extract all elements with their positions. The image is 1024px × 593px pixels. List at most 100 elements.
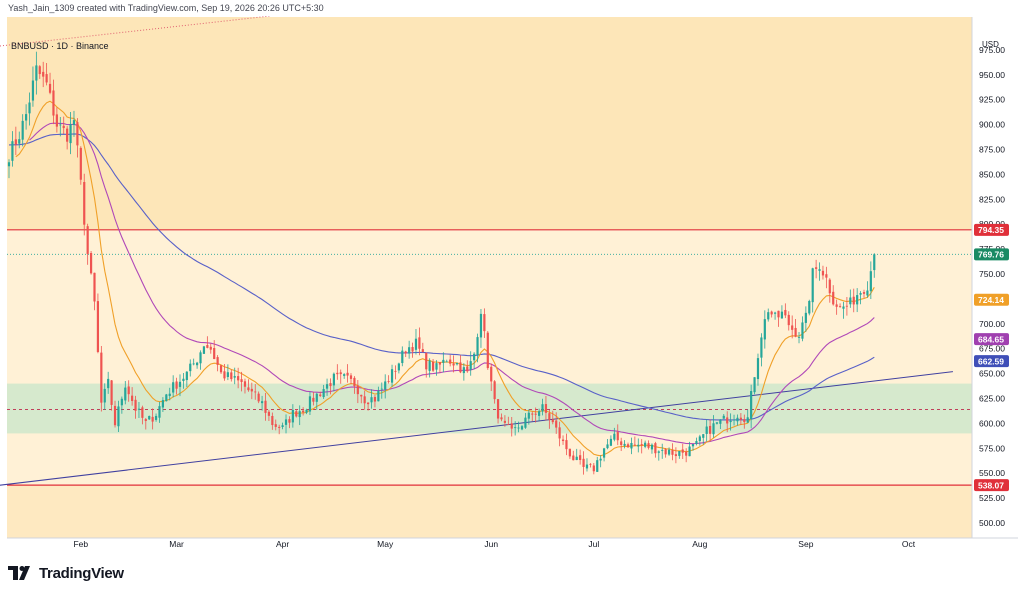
candle-body bbox=[346, 372, 349, 376]
candle bbox=[267, 409, 271, 421]
price-chart[interactable]: 500.00 525.00 550.00 575.00 600.00 625.00 650.… bbox=[0, 15, 1024, 552]
candle-body bbox=[726, 417, 729, 424]
candle bbox=[698, 434, 701, 446]
candle-body bbox=[202, 346, 206, 354]
candle bbox=[750, 384, 753, 429]
candle bbox=[544, 396, 548, 421]
candle bbox=[500, 413, 503, 422]
candle bbox=[507, 416, 510, 426]
candle-body bbox=[777, 310, 780, 318]
tradingview-wordmark: TradingView bbox=[39, 564, 124, 582]
candle bbox=[517, 421, 520, 433]
candle-body bbox=[418, 337, 421, 349]
candle bbox=[302, 407, 305, 416]
candle-body bbox=[192, 363, 195, 365]
candle-body bbox=[647, 443, 650, 448]
candle bbox=[743, 414, 746, 429]
candle-body bbox=[445, 361, 448, 363]
currency-label[interactable]: USD bbox=[982, 40, 999, 49]
candle bbox=[35, 51, 38, 95]
candle bbox=[151, 408, 154, 430]
candle bbox=[66, 126, 69, 150]
candle-body bbox=[59, 124, 62, 126]
candle bbox=[815, 259, 818, 279]
candle bbox=[483, 308, 486, 338]
candle bbox=[117, 400, 120, 433]
candle-body bbox=[89, 253, 93, 274]
candle bbox=[336, 364, 339, 380]
candle bbox=[353, 376, 356, 394]
candle bbox=[370, 389, 373, 409]
candle bbox=[319, 391, 322, 398]
candle-body bbox=[808, 300, 811, 314]
candle-body bbox=[247, 387, 250, 391]
candle bbox=[555, 412, 558, 434]
candle bbox=[866, 281, 869, 298]
candle bbox=[657, 450, 660, 461]
candle-body bbox=[271, 415, 274, 426]
chart-area[interactable]: 500.00 525.00 550.00 575.00 600.00 625.00 650.… bbox=[0, 15, 1024, 552]
candle-body bbox=[325, 384, 329, 389]
candle-body bbox=[250, 388, 253, 392]
candle-body bbox=[520, 426, 524, 430]
price-tag: 794.35 bbox=[974, 223, 1009, 236]
candle bbox=[442, 352, 445, 373]
candle bbox=[141, 405, 144, 425]
candle bbox=[89, 251, 93, 275]
candle-body bbox=[698, 436, 701, 442]
candle-body bbox=[291, 409, 294, 423]
candle bbox=[496, 398, 500, 424]
candle bbox=[110, 379, 113, 411]
candle-body bbox=[260, 401, 264, 404]
candle bbox=[490, 363, 493, 391]
candle-body bbox=[124, 387, 127, 401]
price-tag: 662.59 bbox=[974, 355, 1009, 368]
candle-body bbox=[243, 381, 247, 387]
x-tick-label: Mar bbox=[169, 539, 184, 549]
candle-body bbox=[496, 399, 500, 419]
candle-body bbox=[712, 423, 715, 435]
candle-body bbox=[791, 325, 794, 330]
candle-body bbox=[818, 269, 821, 271]
candle bbox=[21, 114, 24, 147]
footer-brand[interactable]: TradingView bbox=[8, 562, 124, 584]
x-tick-label: Feb bbox=[73, 539, 88, 549]
candle bbox=[452, 355, 455, 373]
candle-body bbox=[240, 379, 243, 383]
candle bbox=[349, 373, 353, 385]
candle-body bbox=[719, 419, 722, 424]
candle bbox=[739, 413, 742, 426]
candle bbox=[93, 272, 96, 311]
candle bbox=[729, 413, 732, 431]
y-tick-label: 875.00 bbox=[979, 144, 1005, 154]
candle bbox=[623, 440, 626, 449]
candle-body bbox=[175, 381, 178, 389]
candle bbox=[852, 288, 855, 313]
dotted-fan-line bbox=[0, 15, 271, 47]
candle bbox=[83, 173, 86, 236]
candle-body bbox=[626, 444, 630, 448]
x-tick-label: May bbox=[377, 539, 394, 549]
candle bbox=[596, 456, 599, 472]
candle bbox=[705, 419, 708, 442]
candle bbox=[367, 402, 370, 411]
candle-body bbox=[45, 74, 48, 83]
candle-body bbox=[763, 319, 766, 340]
candle bbox=[715, 422, 719, 425]
candle-body bbox=[103, 388, 106, 403]
candle-body bbox=[72, 120, 76, 125]
candle-body bbox=[28, 102, 31, 114]
candle bbox=[455, 362, 459, 366]
candle bbox=[161, 397, 164, 412]
candle-body bbox=[462, 367, 465, 374]
candle-body bbox=[657, 451, 660, 453]
candle bbox=[476, 333, 479, 363]
candle bbox=[257, 391, 260, 404]
candle-body bbox=[821, 270, 825, 276]
candle bbox=[322, 384, 325, 399]
candle bbox=[722, 413, 725, 419]
candle-body bbox=[117, 406, 120, 427]
candle-body bbox=[55, 114, 58, 127]
candle-body bbox=[575, 456, 578, 461]
candle-body bbox=[449, 359, 452, 364]
